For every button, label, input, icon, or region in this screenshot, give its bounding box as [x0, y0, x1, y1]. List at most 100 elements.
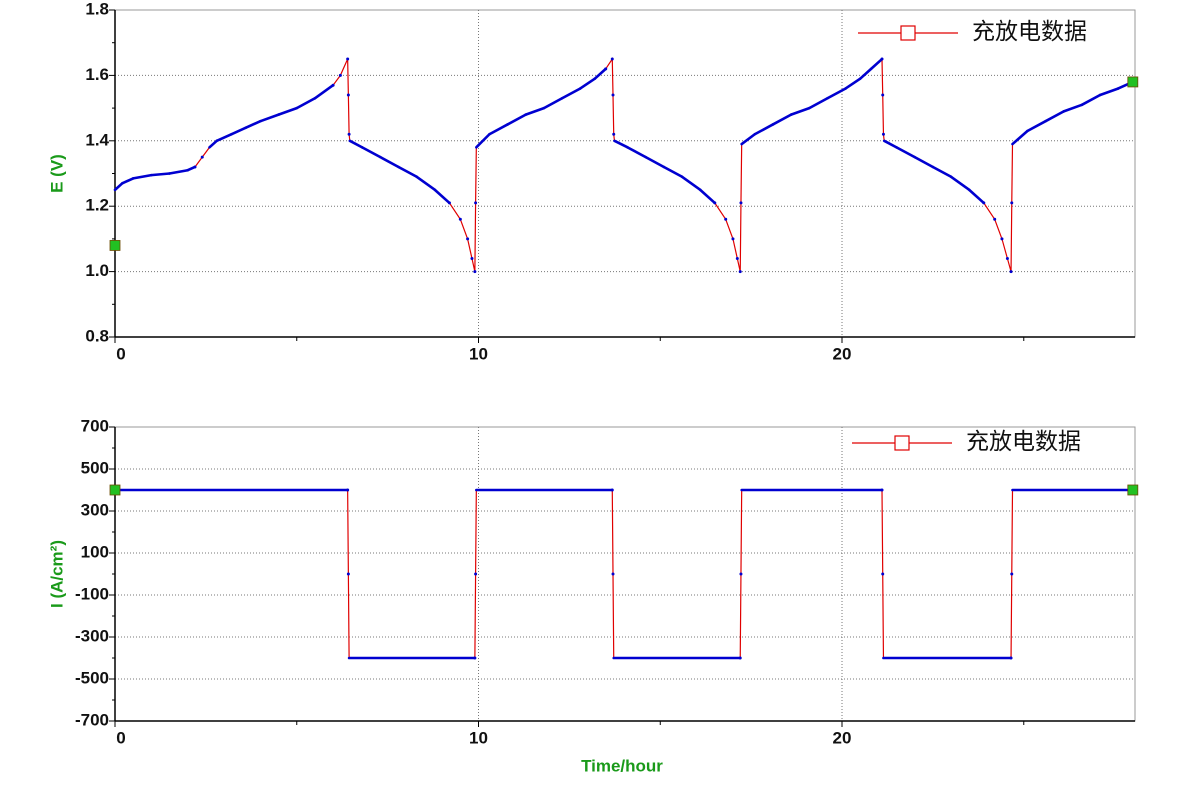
x-tick-label: 10	[469, 728, 488, 747]
point-marker	[1009, 656, 1013, 660]
dense-trace	[644, 155, 666, 169]
series-line	[115, 489, 1133, 659]
dense-trace	[578, 77, 597, 90]
dense-trace	[771, 113, 793, 126]
plot-frame	[114, 426, 1136, 722]
dense-trace	[913, 155, 935, 169]
dense-trace	[931, 165, 953, 179]
point-marker	[1005, 257, 1009, 261]
dense-trace	[882, 139, 898, 149]
y-tick-label: 500	[81, 458, 109, 477]
point-marker	[1009, 270, 1013, 274]
point-marker	[1000, 237, 1004, 241]
dense-trace	[613, 139, 629, 149]
dense-trace	[949, 175, 971, 192]
point-marker	[611, 572, 615, 576]
dense-trace	[433, 188, 451, 205]
point-marker	[604, 67, 608, 71]
dense-trace	[113, 182, 124, 192]
y-tick-label: -100	[75, 584, 109, 603]
point-marker	[739, 572, 743, 576]
point-marker	[200, 155, 204, 159]
dense-trace	[150, 172, 171, 177]
x-tick-label: 20	[833, 728, 852, 747]
point-marker	[724, 217, 728, 221]
point-marker	[346, 57, 350, 61]
dense-trace	[415, 175, 437, 192]
y-tick-label: 1.2	[85, 196, 109, 215]
dense-trace	[740, 132, 757, 146]
point-marker	[881, 572, 885, 576]
dense-trace	[1080, 93, 1102, 107]
cursor-point	[109, 484, 121, 496]
point-marker	[346, 488, 350, 492]
legend-label: 充放电数据	[972, 18, 1087, 44]
dense-trace	[295, 96, 317, 110]
point-marker	[193, 165, 197, 169]
y-axis-label: E (V)	[47, 154, 66, 193]
dense-trace	[967, 188, 986, 205]
point-marker	[881, 132, 885, 136]
point-marker	[474, 201, 478, 205]
dense-trace	[1062, 103, 1084, 113]
dense-trace	[844, 77, 862, 90]
y-tick-label: 0.8	[85, 326, 109, 345]
dense-trace	[277, 106, 299, 116]
dense-trace	[131, 173, 153, 180]
point-marker	[993, 217, 997, 221]
point-marker	[713, 201, 717, 205]
cursor-point	[1127, 484, 1139, 496]
y-tick-label: 1.4	[85, 130, 109, 149]
x-tick-label: 20	[833, 344, 852, 363]
plot-frame	[114, 9, 1136, 338]
point-marker	[458, 217, 462, 221]
dense-trace	[506, 113, 528, 126]
point-marker	[1010, 201, 1014, 205]
dense-trace	[348, 139, 364, 149]
point-marker	[466, 237, 470, 241]
dense-trace	[379, 155, 400, 169]
point-marker	[880, 488, 884, 492]
y-tick-label: 1.8	[85, 0, 109, 18]
point-marker	[347, 132, 351, 136]
dense-trace	[807, 96, 829, 110]
point-marker	[738, 656, 742, 660]
point-marker	[346, 93, 350, 97]
y-tick-label: 1.6	[85, 65, 109, 84]
point-marker	[880, 57, 884, 61]
legend-label: 充放电数据	[966, 428, 1081, 454]
point-marker	[610, 57, 614, 61]
point-marker	[612, 132, 616, 136]
point-marker	[470, 257, 474, 261]
y-tick-label: -700	[75, 710, 109, 729]
dense-trace	[626, 146, 648, 159]
point-marker	[473, 270, 477, 274]
point-marker	[738, 270, 742, 274]
cursor-point	[1127, 76, 1139, 88]
point-marker	[331, 83, 335, 87]
y-tick-label: 1.0	[85, 261, 109, 280]
dense-trace	[593, 67, 608, 80]
point-marker	[338, 73, 342, 77]
x-tick-label: 10	[469, 344, 488, 363]
dense-trace	[488, 123, 509, 136]
dense-trace	[698, 188, 717, 205]
dense-trace	[789, 106, 811, 116]
dense-trace	[230, 126, 248, 136]
series-line	[114, 57, 1134, 272]
point-marker	[739, 201, 743, 205]
y-axis-label: I (A/cm²)	[47, 540, 66, 608]
dense-trace	[475, 132, 491, 149]
x-axis-label: Time/hour	[581, 756, 663, 775]
y-tick-label: -500	[75, 668, 109, 687]
cursor-point	[109, 240, 121, 251]
y-tick-label: -300	[75, 626, 109, 645]
point-marker	[731, 237, 735, 241]
dense-trace	[1011, 129, 1029, 146]
dense-trace	[168, 168, 190, 175]
point-marker	[982, 201, 986, 205]
dense-trace	[215, 132, 233, 143]
dense-trace	[560, 87, 582, 100]
y-tick-label: 700	[81, 416, 109, 435]
